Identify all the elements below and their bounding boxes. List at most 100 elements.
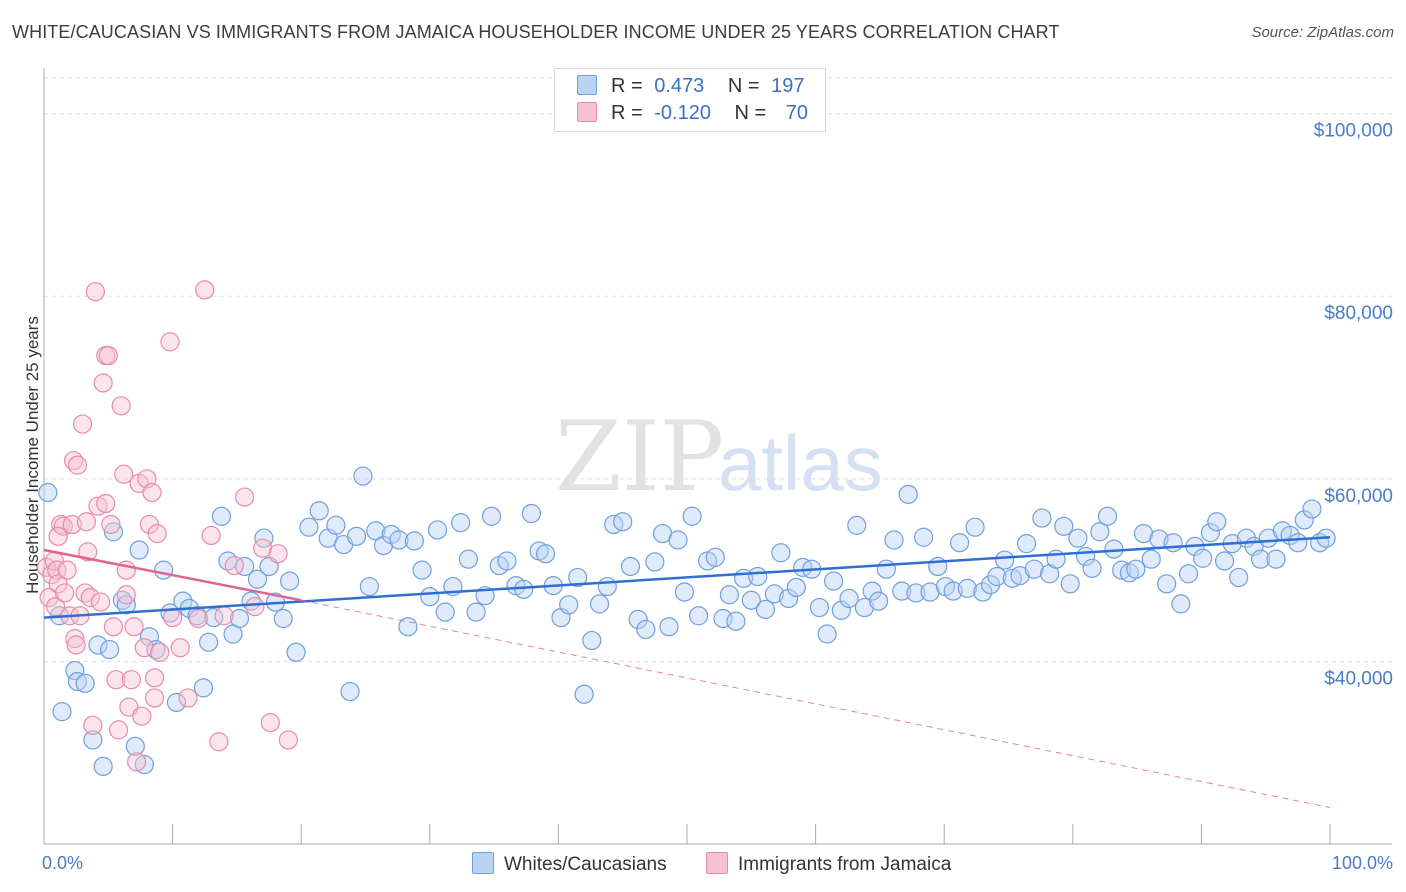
data-point-whites: [514, 579, 534, 599]
legend-item-jamaica: Immigrants from Jamaica: [706, 852, 951, 876]
data-point-whites: [299, 517, 319, 537]
data-point-whites: [38, 482, 58, 503]
data-point-whites: [1068, 528, 1088, 548]
data-point-jamaica: [150, 642, 170, 662]
data-point-jamaica: [101, 514, 121, 535]
data-point-whites: [1214, 551, 1235, 571]
data-point-whites: [481, 506, 502, 526]
legend-label: Whites/Caucasians: [504, 854, 667, 875]
trend-line-whites: [43, 536, 1331, 619]
data-point-jamaica: [209, 732, 229, 752]
data-point-jamaica: [80, 587, 100, 608]
data-point-jamaica: [147, 523, 167, 544]
data-point-jamaica: [163, 607, 183, 628]
data-point-whites: [129, 540, 149, 560]
data-point-whites: [1024, 559, 1044, 579]
data-point-whites: [404, 531, 424, 551]
n-value: 197: [771, 75, 805, 97]
correlation-legend: R = 0.473 N = 197 R = -0.120 N = 70: [554, 68, 826, 132]
data-point-whites: [1250, 549, 1271, 569]
data-point-jamaica: [62, 514, 82, 535]
data-point-whites: [914, 527, 934, 547]
data-point-whites: [286, 642, 306, 662]
data-point-whites: [965, 517, 985, 537]
data-point-whites: [1060, 574, 1080, 594]
data-point-jamaica: [201, 525, 221, 546]
y-tick-label: $80,000: [1324, 303, 1393, 324]
data-point-whites: [755, 599, 776, 619]
data-point-whites: [659, 617, 679, 637]
data-point-whites: [876, 559, 896, 579]
data-point-whites: [1141, 549, 1161, 569]
data-point-whites: [153, 560, 174, 580]
data-point-whites: [771, 543, 791, 563]
data-point-jamaica: [54, 583, 75, 603]
data-point-whites: [83, 730, 103, 750]
data-point-whites: [620, 556, 641, 577]
data-point-whites: [1207, 512, 1227, 532]
source-credit: Source: ZipAtlas.com: [1251, 24, 1394, 41]
data-point-jamaica: [121, 670, 142, 690]
data-point-whites: [1119, 563, 1139, 583]
data-point-whites: [839, 588, 859, 609]
data-point-whites: [645, 552, 665, 572]
data-point-whites: [280, 571, 300, 591]
data-point-jamaica: [76, 512, 97, 532]
x-tick-label-max: 100.0%: [1332, 853, 1393, 873]
watermark: ZIP atlas: [555, 401, 883, 513]
data-point-whites: [589, 594, 610, 614]
data-point-jamaica: [124, 617, 144, 637]
data-point-whites: [535, 544, 556, 564]
data-point-whites: [1016, 534, 1037, 554]
data-point-whites: [1097, 506, 1118, 526]
data-point-whites: [466, 602, 486, 622]
data-point-jamaica: [178, 688, 198, 708]
data-point-whites: [166, 692, 187, 713]
data-point-jamaica: [224, 555, 244, 576]
data-point-whites: [847, 515, 867, 535]
data-point-whites: [636, 619, 656, 640]
data-point-whites: [1229, 567, 1249, 588]
r-value: -0.120: [654, 102, 711, 124]
data-point-whites: [1054, 516, 1074, 536]
data-point-whites: [950, 533, 970, 553]
y-axis-label: Householder Income Under 25 years: [23, 316, 42, 594]
data-point-jamaica: [72, 414, 93, 434]
data-point-whites: [705, 547, 725, 567]
data-point-jamaica: [48, 526, 68, 546]
data-point-whites: [741, 590, 761, 610]
n-label: N =: [727, 75, 760, 97]
data-point-jamaica: [188, 608, 208, 629]
data-point-whites: [943, 581, 963, 601]
data-point-whites: [682, 506, 702, 526]
watermark-zip: ZIP: [555, 401, 724, 513]
data-point-jamaica: [78, 542, 98, 562]
data-point-whites: [582, 630, 602, 651]
series-immigrants-from-jamaica: [36, 280, 298, 772]
trend-line-jamaica: [43, 548, 302, 602]
data-point-jamaica: [83, 715, 103, 735]
data-point-jamaica: [106, 670, 126, 690]
data-point-jamaica: [85, 282, 106, 302]
data-point-whites: [67, 671, 88, 692]
data-point-jamaica: [114, 464, 134, 484]
r-value: 0.473: [654, 75, 705, 97]
data-point-whites: [1302, 499, 1322, 519]
data-point-whites: [389, 530, 409, 550]
data-point-whites: [1178, 564, 1199, 584]
legend-label: Immigrants from Jamaica: [738, 854, 952, 875]
data-point-jamaica: [214, 606, 234, 626]
data-point-whites: [906, 583, 926, 603]
data-point-whites: [75, 673, 95, 693]
data-point-whites: [1010, 565, 1030, 586]
data-point-whites: [854, 597, 875, 618]
data-point-jamaica: [195, 280, 215, 300]
data-point-whites: [199, 632, 219, 652]
data-point-whites: [103, 522, 124, 542]
data-point-jamaica: [67, 455, 88, 475]
data-point-jamaica: [96, 493, 116, 514]
data-point-whites: [973, 582, 993, 602]
data-point-jamaica: [134, 638, 154, 658]
data-point-jamaica: [66, 635, 86, 655]
